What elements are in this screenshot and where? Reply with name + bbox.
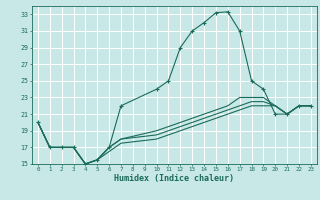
X-axis label: Humidex (Indice chaleur): Humidex (Indice chaleur) xyxy=(115,174,234,183)
